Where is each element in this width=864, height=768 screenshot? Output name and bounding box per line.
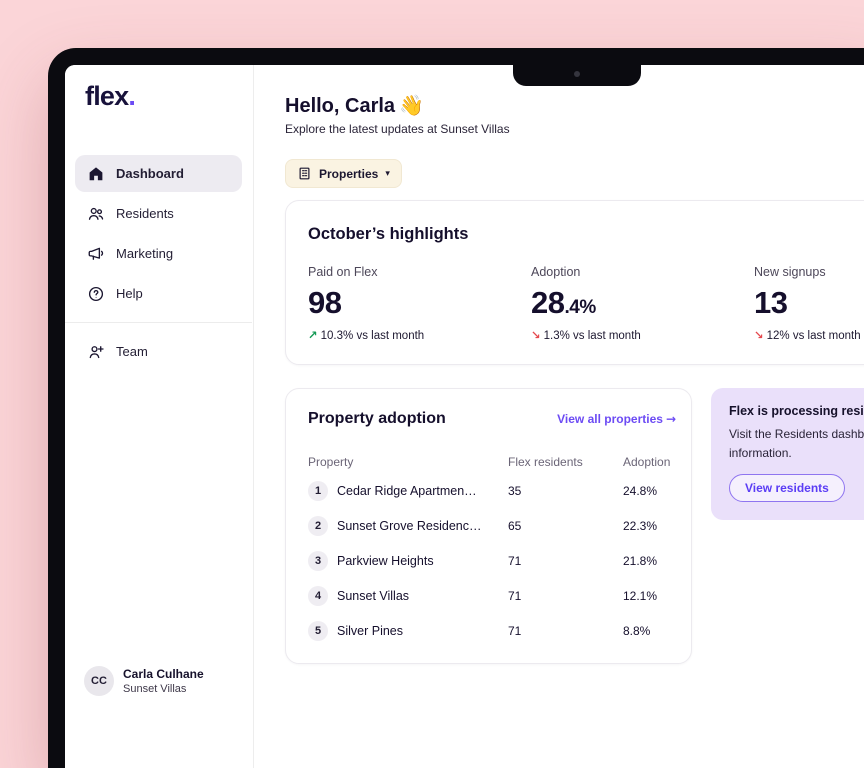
- user-property: Sunset Villas: [123, 683, 187, 695]
- metric-delta: ↗ 10.3% vs last month: [308, 328, 425, 342]
- column-header-adoption: Adoption: [623, 455, 671, 469]
- metric-adoption: Adoption 28.4% ↘ 1.3% vs last month: [531, 265, 754, 342]
- sidebar-item-team[interactable]: Team: [75, 333, 242, 370]
- table-header-row: Property Flex residents Adoption: [308, 451, 677, 473]
- property-adoption-card: Property adoption View all properties → P…: [285, 388, 692, 664]
- flex-residents-cell: 71: [508, 553, 522, 568]
- highlights-title: October’s highlights: [308, 225, 469, 243]
- highlights-card: October’s highlights Paid on Flex 98 ↗ 10…: [285, 200, 864, 365]
- metric-delta: ↘ 12% vs last month: [754, 328, 861, 342]
- property-cell: 3 Parkview Heights: [308, 550, 508, 571]
- flex-residents-cell: 65: [508, 518, 522, 533]
- sidebar-item-label: Team: [116, 344, 148, 359]
- metric-paid-on-flex: Paid on Flex 98 ↗ 10.3% vs last month: [308, 265, 531, 342]
- properties-filter-button[interactable]: Properties ▾: [285, 159, 402, 188]
- sidebar-item-label: Marketing: [116, 246, 174, 261]
- building-icon: [297, 166, 312, 181]
- metric-new-signups: New signups 13 ↘ 12% vs last month: [754, 265, 864, 342]
- table-row: 1 Cedar Ridge Apartmen… 35 24.8%: [308, 473, 677, 508]
- sidebar-nav: Dashboard Residents Marketing: [65, 155, 252, 373]
- app-screen: flex. Dashboard Residents: [65, 65, 864, 768]
- adoption-cell: 22.3%: [623, 518, 658, 533]
- sidebar-item-label: Residents: [116, 206, 174, 221]
- adoption-cell: 8.8%: [623, 623, 651, 638]
- adoption-card-title: Property adoption: [308, 410, 446, 427]
- sidebar-item-residents[interactable]: Residents: [75, 195, 242, 232]
- metrics-row: Paid on Flex 98 ↗ 10.3% vs last month Ado…: [308, 265, 864, 342]
- user-account[interactable]: CC Carla Culhane Sunset Villas: [84, 666, 204, 696]
- column-header-flex-residents: Flex residents: [508, 455, 583, 469]
- metric-label: Paid on Flex: [308, 265, 378, 279]
- metric-label: New signups: [754, 265, 826, 279]
- property-cell: 4 Sunset Villas: [308, 585, 508, 606]
- rank-badge: 1: [308, 480, 328, 501]
- avatar: CC: [84, 666, 114, 696]
- flex-residents-cell: 35: [508, 483, 522, 498]
- sidebar-divider: [65, 322, 252, 323]
- sidebar-item-help[interactable]: Help: [75, 275, 242, 312]
- arrow-right-icon: →: [665, 412, 676, 426]
- table-row: 4 Sunset Villas 71 12.1%: [308, 578, 677, 613]
- metric-value: 13: [754, 285, 788, 320]
- rank-badge: 4: [308, 585, 328, 606]
- table-row: 3 Parkview Heights 71 21.8%: [308, 543, 677, 578]
- trend-down-icon: ↘: [531, 328, 541, 342]
- adoption-cell: 12.1%: [623, 588, 658, 603]
- property-cell: 5 Silver Pines: [308, 620, 508, 641]
- property-cell: 1 Cedar Ridge Apartmen…: [308, 480, 508, 501]
- sidebar-item-dashboard[interactable]: Dashboard: [75, 155, 242, 192]
- home-icon: [87, 165, 105, 183]
- laptop-frame: flex. Dashboard Residents: [48, 48, 864, 768]
- adoption-table: Property Flex residents Adoption 1 Cedar …: [308, 451, 677, 648]
- metric-value: 98: [308, 285, 342, 320]
- adoption-card-header: Property adoption View all properties →: [308, 410, 676, 428]
- properties-filter-label: Properties: [319, 166, 379, 181]
- brand-dot: .: [128, 81, 136, 111]
- sidebar-item-label: Dashboard: [116, 166, 184, 181]
- view-residents-button[interactable]: View residents: [729, 474, 845, 503]
- metric-value: 28.4%: [531, 285, 596, 320]
- page-subtitle: Explore the latest updates at Sunset Vil…: [285, 122, 510, 136]
- notification-body: Visit the Residents dashboard for more i…: [729, 427, 864, 460]
- notification-title: Flex is processing residents: [729, 404, 864, 418]
- metric-delta: ↘ 1.3% vs last month: [531, 328, 641, 342]
- camera-notch: [513, 65, 641, 86]
- help-icon: [87, 285, 105, 303]
- rank-badge: 5: [308, 620, 328, 641]
- sidebar: flex. Dashboard Residents: [65, 65, 254, 768]
- adoption-cell: 21.8%: [623, 553, 658, 568]
- main-content: Hello, Carla 👋 Explore the latest updates…: [255, 65, 864, 768]
- brand-logo: flex.: [85, 81, 136, 112]
- sidebar-item-marketing[interactable]: Marketing: [75, 235, 242, 272]
- person-add-icon: [87, 343, 105, 361]
- residents-notification-card: Flex is processing residents Visit the R…: [711, 388, 864, 521]
- wave-emoji: 👋: [399, 95, 424, 117]
- rank-badge: 2: [308, 515, 328, 536]
- rank-badge: 3: [308, 550, 328, 571]
- column-header-property: Property: [308, 455, 354, 469]
- flex-residents-cell: 71: [508, 623, 522, 638]
- table-row: 5 Silver Pines 71 8.8%: [308, 613, 677, 648]
- brand-text: flex: [85, 81, 129, 111]
- chevron-down-icon: ▾: [385, 168, 390, 179]
- user-name: Carla Culhane: [123, 667, 204, 681]
- megaphone-icon: [87, 245, 105, 263]
- webcam-dot: [574, 71, 580, 77]
- table-row: 2 Sunset Grove Residenc… 65 22.3%: [308, 508, 677, 543]
- view-all-properties-link[interactable]: View all properties →: [557, 412, 676, 426]
- people-icon: [87, 205, 105, 223]
- flex-residents-cell: 71: [508, 588, 522, 603]
- page-title: Hello, Carla 👋: [285, 93, 424, 118]
- sidebar-item-label: Help: [116, 286, 143, 301]
- trend-up-icon: ↗: [308, 328, 318, 342]
- property-cell: 2 Sunset Grove Residenc…: [308, 515, 508, 536]
- trend-down-icon: ↘: [754, 328, 764, 342]
- adoption-cell: 24.8%: [623, 483, 658, 498]
- metric-label: Adoption: [531, 265, 581, 279]
- greeting-text: Hello, Carla: [285, 95, 396, 117]
